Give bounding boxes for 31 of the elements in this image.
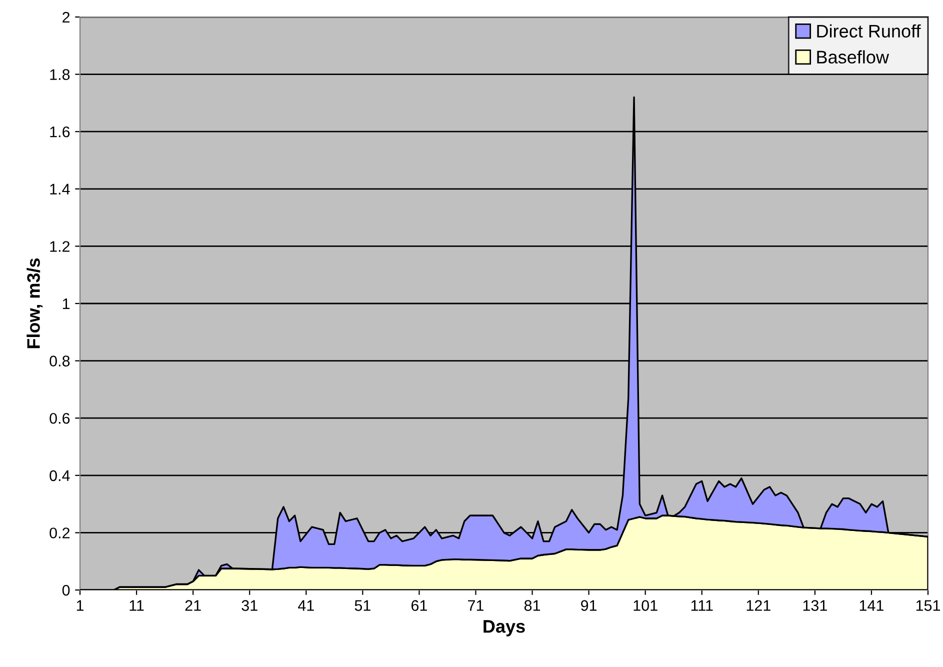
x-tick-label: 101: [634, 600, 658, 611]
x-tick-label: 121: [746, 600, 770, 611]
x-tick-label: 1: [76, 600, 84, 611]
legend-label: Direct Runoff: [817, 24, 921, 38]
y-tick-label: 0.6: [50, 412, 70, 424]
y-tick-label: 0.2: [50, 528, 70, 538]
x-tick-label: 131: [803, 600, 827, 611]
x-tick-label: 81: [524, 600, 540, 611]
x-tick-label: 21: [185, 600, 201, 611]
y-tick-label: 1: [62, 298, 70, 310]
y-tick-label: 0: [62, 584, 70, 596]
y-tick-label: 1.2: [50, 241, 70, 252]
x-tick-label: 111: [691, 600, 713, 611]
x-tick-label: 61: [411, 600, 427, 611]
y-axis-title: Flow, m3/s: [26, 258, 43, 348]
x-tick-label: 51: [354, 600, 370, 611]
x-tick-label: 141: [860, 600, 884, 611]
y-tick-label: 1.8: [50, 69, 70, 80]
y-tick-label: 1.6: [50, 126, 70, 138]
y-tick-label: 1.4: [50, 184, 70, 194]
x-tick-label: 151: [916, 600, 940, 611]
x-tick-label: 71: [468, 600, 484, 611]
y-tick-label: 0.4: [50, 470, 70, 482]
y-tick-label: 0.8: [50, 356, 70, 366]
legend-label: Baseflow: [817, 50, 890, 64]
y-tick-label: 2: [62, 12, 70, 23]
x-tick-label: 91: [581, 600, 597, 611]
x-tick-label: 31: [242, 600, 258, 611]
x-tick-label: 11: [130, 600, 144, 611]
x-tick-label: 41: [298, 600, 314, 611]
x-axis-title: Days: [484, 620, 525, 636]
